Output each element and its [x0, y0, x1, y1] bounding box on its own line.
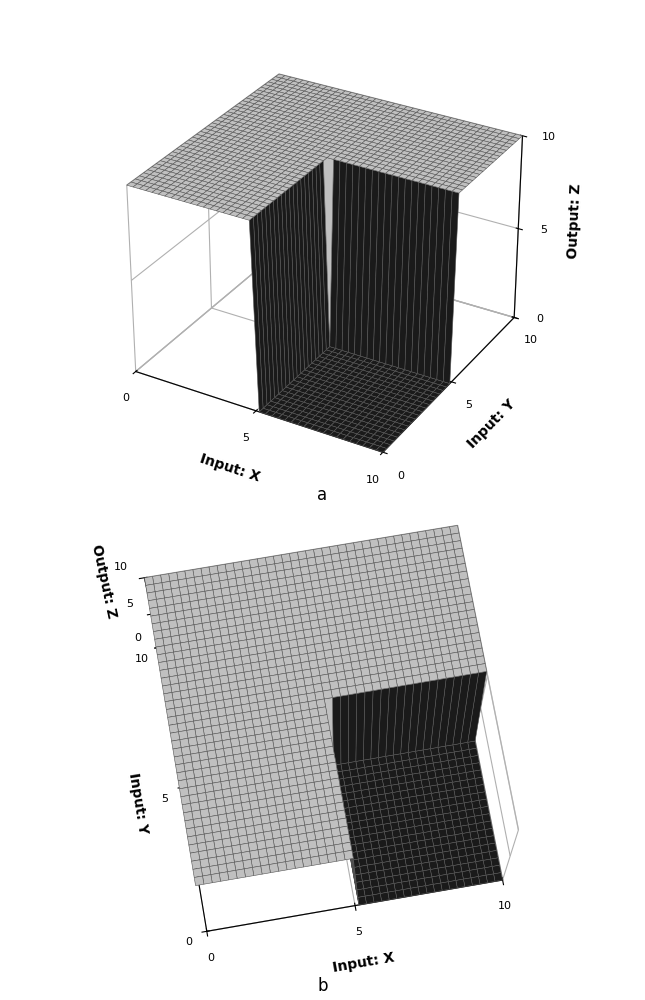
- Y-axis label: Input: Y: Input: Y: [126, 772, 150, 835]
- X-axis label: Input: X: Input: X: [332, 950, 396, 975]
- Text: a: a: [317, 486, 328, 504]
- Y-axis label: Input: Y: Input: Y: [465, 397, 519, 451]
- Text: b: b: [317, 977, 328, 995]
- X-axis label: Input: X: Input: X: [198, 451, 262, 484]
